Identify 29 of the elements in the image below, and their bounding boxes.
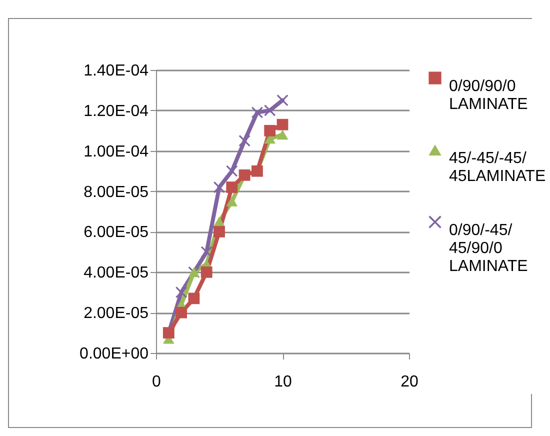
y-tick-label: 6.00E-05	[84, 224, 149, 242]
legend-label: 45/-45/-45/45LAMINATE	[449, 150, 546, 185]
point	[252, 106, 263, 118]
point	[176, 286, 187, 298]
x-tick-label: 0	[152, 374, 162, 390]
point	[200, 266, 212, 278]
x-tick-label: 10	[274, 374, 292, 390]
y-tick-label: 1.00E-04	[84, 143, 149, 160]
point	[276, 130, 288, 140]
point	[176, 306, 187, 318]
point	[276, 118, 288, 130]
point	[226, 165, 238, 177]
point	[188, 292, 200, 304]
y-tick-label: 2.00E-05	[84, 305, 149, 322]
point	[214, 226, 225, 238]
y-tick-label: 0.00E+00	[80, 346, 149, 362]
y-tick-label: 1.20E-04	[84, 102, 149, 120]
y-tick-label: 8.00E-05	[84, 184, 149, 201]
point	[264, 124, 276, 136]
y-tick-label: 1.40E-04	[84, 62, 149, 80]
point	[226, 196, 238, 206]
legend-label: 0/90/90/0 LAMINATE	[449, 78, 528, 113]
x-tick-label: 20	[400, 374, 418, 390]
point	[226, 182, 238, 193]
y-tick-label: 4.00E-05	[84, 264, 149, 282]
point	[214, 182, 225, 193]
point	[200, 246, 212, 258]
legend-label: 0/90/-45/45/90/0 LAMINATE	[449, 222, 528, 275]
point	[264, 104, 276, 116]
